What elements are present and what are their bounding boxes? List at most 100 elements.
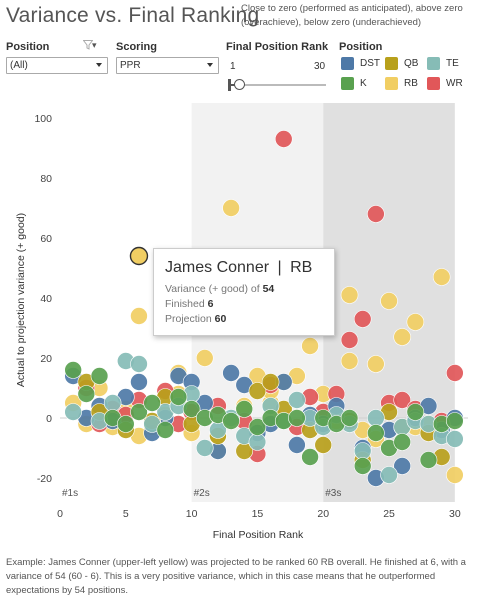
point-rb[interactable] [340, 352, 359, 370]
point-te[interactable] [353, 442, 372, 460]
tooltip-player-name: James Conner [165, 259, 270, 276]
point-rb[interactable] [222, 199, 240, 217]
point-te[interactable] [103, 394, 122, 412]
y-tick-label: -20 [37, 473, 52, 485]
point-dst[interactable] [130, 373, 148, 391]
rank-slider-track[interactable] [230, 84, 326, 86]
y-tick-label: 0 [46, 413, 52, 425]
point-rb[interactable] [367, 355, 385, 373]
tooltip-projection: Projection 60 [165, 313, 227, 325]
point-k[interactable] [301, 448, 319, 466]
point-rb[interactable] [432, 268, 451, 286]
point-te[interactable] [446, 430, 464, 448]
point-k[interactable] [77, 385, 96, 403]
point-qb[interactable] [314, 436, 333, 454]
y-axis-label: Actual to projection variance (+ good) [15, 213, 27, 387]
point-te[interactable] [248, 433, 267, 451]
rank-slider-handle[interactable] [234, 79, 245, 90]
point-te[interactable] [130, 355, 148, 373]
point-k[interactable] [130, 403, 148, 421]
point-k[interactable] [340, 409, 359, 427]
point-rb[interactable] [380, 292, 398, 310]
highlighted-point[interactable] [129, 246, 149, 266]
scoring-select-value: PPR [120, 60, 141, 71]
point-rb[interactable] [195, 349, 214, 367]
point-k[interactable] [64, 361, 82, 379]
legend-item-dst[interactable]: DST [341, 57, 380, 70]
chevron-down-icon [207, 63, 213, 67]
point-rb[interactable] [130, 307, 148, 325]
point-qb[interactable] [248, 382, 267, 400]
y-tick-label: 40 [40, 293, 52, 305]
point-k[interactable] [156, 421, 175, 439]
point-k[interactable] [182, 400, 201, 418]
legend-item-k[interactable]: K [341, 77, 367, 90]
rank-filter-label: Final Position Rank [226, 41, 329, 53]
point-k[interactable] [288, 409, 306, 427]
point-te[interactable] [288, 391, 306, 409]
tooltip-separator: | [277, 259, 282, 276]
point-wr[interactable] [367, 205, 385, 223]
dashboard-subtitle: Close to zero (performed as anticipated)… [241, 3, 463, 28]
point-dst[interactable] [393, 457, 411, 475]
example-footnote: Example: James Conner (upper-left yellow… [6, 557, 466, 596]
point-te[interactable] [195, 439, 214, 457]
point-dst[interactable] [288, 436, 306, 454]
point-wr[interactable] [393, 391, 411, 409]
point-k[interactable] [353, 457, 372, 475]
position-select-value: (All) [10, 60, 28, 71]
position-filter-chevron-icon[interactable]: ▾ [92, 40, 97, 50]
scoring-select[interactable]: PPR [116, 57, 219, 74]
point-k[interactable] [235, 400, 254, 418]
funnel-icon[interactable] [82, 40, 94, 53]
point-rb[interactable] [393, 328, 411, 346]
point-k[interactable] [367, 424, 385, 442]
tooltip-variance: Variance (+ good) of 54 [165, 283, 275, 295]
point-k[interactable] [248, 418, 267, 436]
y-tick-label: 80 [40, 173, 52, 185]
chevron-down-icon [96, 63, 102, 67]
rank-max-value: 30 [314, 61, 326, 72]
legend-item-wr[interactable]: WR [427, 77, 463, 90]
point-rb[interactable] [446, 466, 464, 484]
x-tick-label: 20 [317, 508, 329, 520]
point-rb[interactable] [301, 337, 319, 355]
legend-item-qb[interactable]: QB [385, 57, 418, 70]
point-te[interactable] [367, 409, 385, 427]
x-tick-label: 10 [186, 508, 198, 520]
point-te[interactable] [64, 403, 82, 421]
point-wr[interactable] [446, 364, 464, 382]
legend-swatch-qb [385, 57, 398, 70]
legend-swatch-wr [427, 77, 440, 90]
y-tick-label: 60 [40, 233, 52, 245]
point-rb[interactable] [406, 313, 425, 331]
point-wr[interactable] [340, 331, 359, 349]
position-filter-label: Position [6, 41, 50, 53]
band-label: #2s [194, 488, 210, 499]
point-wr[interactable] [353, 310, 372, 328]
point-k[interactable] [117, 415, 135, 433]
x-axis-label: Final Position Rank [213, 529, 304, 541]
point-k[interactable] [446, 412, 464, 430]
point-k[interactable] [406, 403, 425, 421]
point-k[interactable] [143, 394, 161, 412]
legend-item-rb[interactable]: RB [385, 77, 418, 90]
point-rb[interactable] [340, 286, 359, 304]
point-wr[interactable] [274, 130, 293, 148]
rank-slider-stop [228, 79, 231, 91]
point-te[interactable] [380, 466, 398, 484]
band-label: #1s [62, 488, 78, 499]
point-k[interactable] [169, 388, 188, 406]
point-qb[interactable] [261, 373, 280, 391]
point-k[interactable] [222, 412, 240, 430]
dashboard-title: Variance vs. Final Ranking [6, 4, 260, 27]
legend-swatch-dst [341, 57, 354, 70]
position-select[interactable]: (All) [6, 57, 108, 74]
point-k[interactable] [419, 451, 438, 469]
point-k[interactable] [393, 433, 411, 451]
point-dst[interactable] [222, 364, 240, 382]
legend-item-te[interactable]: TE [427, 57, 459, 70]
x-tick-label: 30 [449, 508, 461, 520]
scoring-filter-label: Scoring [116, 41, 157, 53]
point-k[interactable] [90, 367, 109, 385]
